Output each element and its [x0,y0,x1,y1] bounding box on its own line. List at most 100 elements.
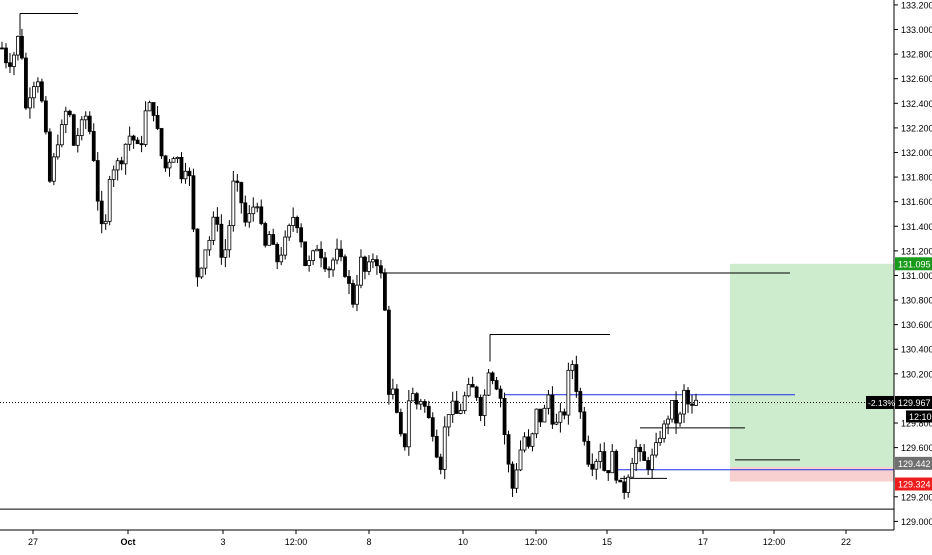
candle-body [690,403,694,406]
candle [534,408,539,439]
candle [554,413,559,426]
candle [666,415,670,435]
candle [147,100,152,112]
price-tick-label: 130.600 [901,320,932,330]
candle-body [398,412,403,435]
candle [239,181,244,214]
candle [514,463,519,494]
candle [398,408,403,437]
candle [602,442,607,472]
price-tick-label: 130.800 [901,296,932,306]
candle-body [291,216,296,226]
time-tick-label: Oct [120,537,135,547]
candle-body [458,410,463,414]
candle [171,156,176,163]
candle [618,479,623,483]
candle [315,244,319,252]
candle [662,420,666,443]
candle [331,257,335,277]
candle-body [402,433,407,448]
candle [682,384,686,424]
candle [466,377,471,398]
candle [434,429,439,459]
candle-body [606,470,611,474]
candle-body [235,180,240,183]
candle [295,215,300,234]
candle [522,432,527,453]
candle [243,195,248,227]
candle-body [474,386,479,398]
time-tick-label: 10 [458,537,468,547]
candle-body [430,417,435,437]
candle-body [406,400,411,448]
time-tick-label: 15 [602,537,612,547]
change-badge-text: -2.13% [868,398,895,408]
candle-body [335,248,339,261]
countdown-text: 12:10 [909,412,932,422]
candle [8,53,12,74]
candle [323,251,327,272]
price-axis: 133.200 133.000 132.800 132.600 132.400 132.2… [894,0,932,527]
candle [474,385,479,401]
time-tick-label: 17 [698,537,708,547]
change-badge-box [866,395,894,409]
candle [179,152,184,184]
candle [307,255,312,272]
candle-body [299,227,304,243]
candle [498,385,503,408]
candle [283,230,288,260]
price-tick-label: 131.200 [901,246,932,256]
candle-body [147,102,152,112]
candle [606,470,611,481]
candle-body [95,160,100,202]
candle [610,444,615,474]
candle-body [171,158,176,163]
candle [71,113,76,146]
candle-body [315,248,319,252]
candle-body [99,200,104,225]
candle [4,43,8,69]
candle [187,167,192,187]
candle [526,429,531,449]
candle-body [59,124,64,146]
candle-body [247,213,252,223]
candle-body [502,397,507,436]
candle-body [67,110,72,116]
candle [115,157,120,181]
candle [28,87,32,119]
candle-body [622,481,627,493]
candle [426,400,431,419]
candle [614,449,619,484]
candle [402,433,407,451]
candle [462,391,467,414]
candle [263,221,268,248]
candle-body [522,436,527,451]
candle-body [498,388,503,399]
candle-body [4,47,8,64]
candle-body [554,421,559,425]
candle [131,134,136,149]
candle [143,101,148,147]
candle [195,228,200,287]
candle-body [255,206,260,209]
candle [506,430,511,473]
candle-body [223,249,228,258]
candle [155,106,160,131]
time-tick-label: 27 [28,537,38,547]
candle-body [694,399,698,406]
candle-body [470,384,475,388]
candle [590,453,595,477]
candle [299,223,304,248]
candle [79,116,84,141]
candle-body [594,461,599,470]
candle [255,202,260,213]
candle [211,211,216,246]
candle-body [139,143,144,146]
candle-body [351,283,355,305]
candle-body [195,228,200,278]
candle [386,305,391,405]
candle-body [614,450,619,481]
candle-body [0,47,4,50]
